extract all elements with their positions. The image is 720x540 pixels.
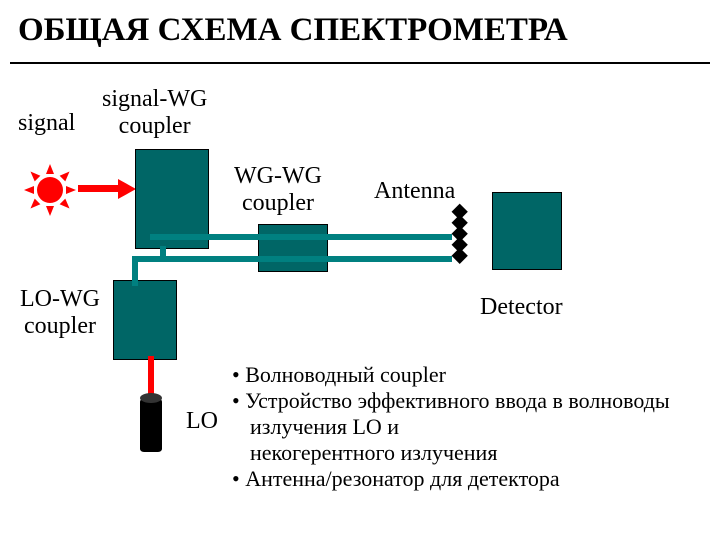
label-signal-wg: signal-WG coupler bbox=[102, 86, 207, 140]
bullet-text: Устройство эффективного ввода в волновод… bbox=[245, 388, 669, 413]
bullet-text: Волноводный coupler bbox=[245, 362, 446, 387]
bullet-text: некогерентного излучения bbox=[250, 440, 497, 465]
wg-wg-coupler-box bbox=[258, 224, 328, 272]
lo-source-cap bbox=[140, 393, 162, 403]
label-lo: LO bbox=[186, 408, 218, 435]
bullet-item: Волноводный coupler bbox=[232, 362, 670, 388]
signal-source-icon bbox=[28, 168, 72, 212]
bullet-list: Волноводный coupler Устройство эффективн… bbox=[232, 362, 670, 492]
label-antenna: Antenna bbox=[374, 178, 455, 205]
antenna-icon: ◆◆◆◆◆ bbox=[452, 206, 466, 261]
bullet-cont: излучения LO и bbox=[232, 414, 670, 440]
waveguide-stub-signal bbox=[160, 246, 166, 262]
label-wg-wg-line2: coupler bbox=[242, 190, 314, 216]
signal-arrow-head bbox=[118, 179, 136, 199]
bullet-cont: некогерентного излучения bbox=[232, 440, 670, 466]
label-lo-wg: LO-WG coupler bbox=[20, 286, 100, 340]
label-lo-wg-line1: LO-WG bbox=[20, 286, 100, 312]
detector-box bbox=[492, 192, 562, 270]
label-signal-wg-line2: coupler bbox=[119, 113, 191, 139]
bullet-text: Антенна/резонатор для детектора bbox=[245, 466, 559, 491]
page-title: ОБЩАЯ СХЕМА СПЕКТРОМЕТРА bbox=[18, 12, 568, 49]
label-signal: signal bbox=[18, 110, 75, 137]
bullet-item: Устройство эффективного ввода в волновод… bbox=[232, 388, 670, 414]
waveguide-upper bbox=[150, 234, 452, 240]
bullet-item: Антенна/резонатор для детектора bbox=[232, 466, 670, 492]
lo-source-icon bbox=[140, 396, 162, 452]
label-lo-wg-line2: coupler bbox=[24, 313, 96, 339]
waveguide-lower bbox=[132, 256, 452, 262]
label-signal-wg-line1: signal-WG bbox=[102, 86, 207, 112]
title-underline bbox=[10, 62, 710, 64]
label-detector: Detector bbox=[480, 294, 563, 321]
signal-arrow-line bbox=[78, 185, 120, 192]
bullet-text: излучения LO и bbox=[250, 414, 399, 439]
waveguide-stub-lo bbox=[132, 256, 138, 286]
lo-wg-coupler-box bbox=[113, 280, 177, 360]
label-wg-wg: WG-WG coupler bbox=[234, 163, 322, 217]
label-wg-wg-line1: WG-WG bbox=[234, 163, 322, 189]
